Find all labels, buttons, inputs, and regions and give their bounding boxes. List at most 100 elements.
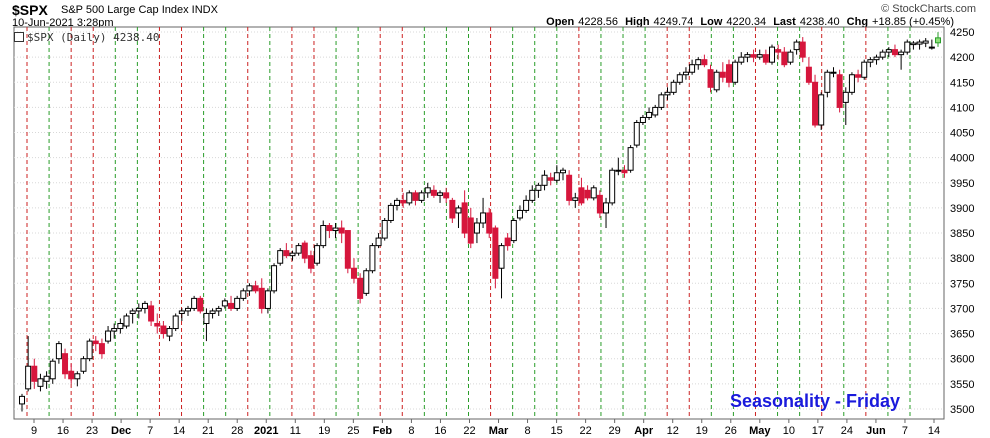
candle-body xyxy=(412,192,419,201)
candle-body xyxy=(842,91,849,103)
y-tick-label: 3650 xyxy=(950,329,974,341)
candle-body xyxy=(725,64,732,83)
candle-body xyxy=(885,49,892,53)
x-tick-label: 26 xyxy=(725,425,737,437)
x-tick-label: 9 xyxy=(31,425,37,437)
candle-body xyxy=(848,74,855,93)
x-tick-label: 2021 xyxy=(254,425,278,437)
candle-body xyxy=(504,237,511,247)
candle-body xyxy=(400,199,407,204)
candle-body xyxy=(43,375,50,382)
candle-body xyxy=(836,74,843,108)
y-tick-label: 4150 xyxy=(950,77,974,89)
y-tick-label: 3950 xyxy=(950,178,974,190)
candle-body xyxy=(234,297,241,309)
candle-body xyxy=(307,255,314,269)
seasonality-title: Seasonality - Friday xyxy=(730,391,901,411)
candle-body xyxy=(486,212,493,234)
high-value: 4249.74 xyxy=(653,16,694,28)
candle-body xyxy=(529,189,536,201)
candle-body xyxy=(166,328,173,337)
candle-body xyxy=(98,343,105,355)
candle-body xyxy=(559,169,566,174)
candle-body xyxy=(615,169,622,172)
candle-body xyxy=(449,199,456,219)
candle-body xyxy=(74,373,81,380)
candle-body xyxy=(713,71,720,91)
x-tick-label: 8 xyxy=(408,425,414,437)
last-label: Last xyxy=(773,16,796,28)
candle-body xyxy=(228,302,235,309)
candle-body xyxy=(510,219,517,242)
candle-body xyxy=(590,187,597,199)
candle-body xyxy=(277,250,284,264)
candle-body xyxy=(369,245,376,272)
candle-body xyxy=(855,74,862,78)
candle-body xyxy=(92,340,99,345)
x-tick-label: 24 xyxy=(841,425,853,437)
candle-body xyxy=(160,325,167,335)
candle-body xyxy=(49,360,56,380)
x-tick-label: 22 xyxy=(579,425,591,437)
candle-body xyxy=(258,287,265,309)
candle-body xyxy=(935,37,941,44)
candle-body xyxy=(19,395,25,405)
x-tick-label: 22 xyxy=(463,425,475,437)
candle-body xyxy=(80,358,87,372)
y-tick-label: 3800 xyxy=(950,253,974,265)
series-legend: $SPX (Daily) 4238.40 xyxy=(14,31,159,44)
candle-body xyxy=(240,290,247,299)
x-tick-label: Apr xyxy=(634,425,654,437)
candle-body xyxy=(264,290,271,309)
candle-body xyxy=(350,267,357,279)
x-tick-label: 25 xyxy=(347,425,359,437)
candle-body xyxy=(203,312,210,325)
candle-body xyxy=(744,54,751,58)
candle-body xyxy=(891,49,898,56)
candle-body xyxy=(221,300,228,307)
candle-body xyxy=(584,189,591,199)
candle-body xyxy=(689,64,696,73)
candle-body xyxy=(898,51,905,56)
candle-body xyxy=(523,199,530,211)
candle-body xyxy=(910,42,917,46)
quote-date: 10-Jun-2021 3:28pm xyxy=(12,17,114,29)
candle-body xyxy=(25,365,32,390)
candle-body xyxy=(105,330,112,342)
x-tick-label: 15 xyxy=(550,425,562,437)
x-tick-label: 16 xyxy=(434,425,446,437)
x-tick-label: Jun xyxy=(866,425,886,437)
x-tick-label: 16 xyxy=(57,425,69,437)
candle-body xyxy=(375,237,382,247)
candle-body xyxy=(135,307,142,312)
brand-label[interactable]: © StockCharts.com xyxy=(881,3,976,15)
candle-body xyxy=(184,307,191,312)
candle-body xyxy=(646,111,653,118)
x-tick-label: 7 xyxy=(902,425,908,437)
candle-body xyxy=(443,192,450,199)
candle-body xyxy=(621,169,628,174)
x-tick-label: 19 xyxy=(696,425,708,437)
candle-body xyxy=(799,41,806,58)
candle-body xyxy=(129,310,136,314)
candle-body xyxy=(707,69,714,88)
candle-body xyxy=(473,222,480,234)
candle-body xyxy=(418,192,425,201)
candle-body xyxy=(830,71,837,74)
candle-body xyxy=(682,71,689,76)
candle-body xyxy=(215,307,222,312)
x-tick-label: 8 xyxy=(524,425,530,437)
y-tick-label: 3850 xyxy=(950,228,974,240)
candle-body xyxy=(824,71,831,93)
candle-body xyxy=(676,74,683,83)
x-tick-label: May xyxy=(749,425,771,437)
legend-text: $SPX (Daily) 4238.40 xyxy=(27,31,160,44)
candle-body xyxy=(633,121,640,146)
open-value: 4228.56 xyxy=(578,16,619,28)
candle-body xyxy=(172,315,179,330)
candle-body xyxy=(756,54,763,58)
candle-body xyxy=(424,187,431,194)
candle-body xyxy=(627,147,634,171)
x-tick-label: Feb xyxy=(373,425,393,437)
